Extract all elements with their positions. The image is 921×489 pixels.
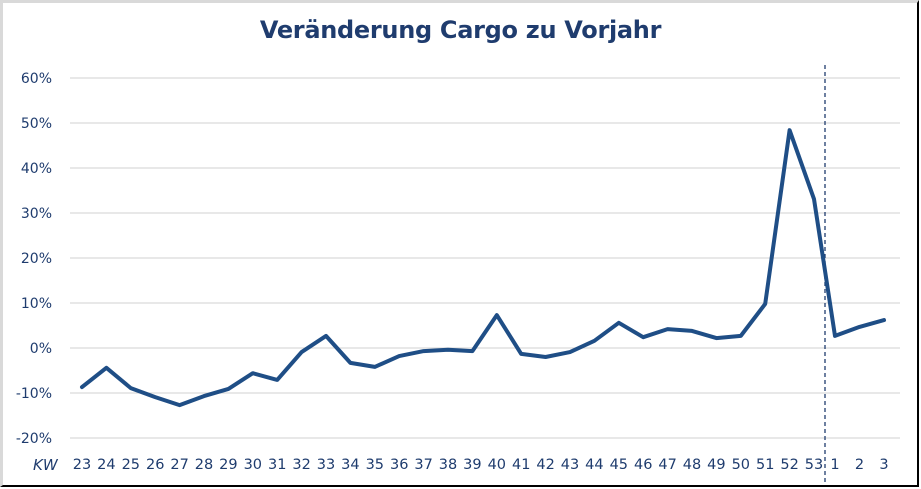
x-tick-label: 44 [585,457,603,473]
y-tick-label: -10% [16,386,52,402]
y-axis-labels: 60% 50% 40% 30% 20% 10% 0% -10% -20% [16,71,52,447]
x-axis-labels: 23 24 25 26 27 28 29 30 31 32 33 34 35 36 37 38 39 40 41 42… [73,457,889,473]
x-tick-label: 31 [268,457,286,473]
data-line [80,128,886,408]
x-tick-label: 27 [170,457,188,473]
x-tick-label: 41 [512,457,530,473]
y-tick-label: 40% [21,161,52,177]
x-tick-label: 37 [414,457,432,473]
y-tick-label: 60% [21,71,52,87]
x-tick-label: 3 [879,457,888,473]
x-tick-label: 53 [805,457,823,473]
y-tick-label: 20% [21,251,52,267]
gridlines [70,77,900,439]
x-tick-label: 28 [195,457,213,473]
x-tick-label: 50 [732,457,750,473]
y-tick-label: -20% [16,431,52,447]
x-tick-label: 23 [73,457,91,473]
x-tick-label: 34 [341,457,359,473]
x-tick-label: 1 [830,457,839,473]
x-tick-label: 48 [683,457,701,473]
x-tick-label: 43 [561,457,579,473]
x-tick-label: 40 [488,457,506,473]
x-axis-title: KW [33,456,59,474]
x-tick-label: 38 [439,457,457,473]
x-tick-label: 36 [390,457,408,473]
x-tick-label: 45 [610,457,628,473]
chart-title: Veränderung Cargo zu Vorjahr [259,16,662,44]
x-tick-label: 39 [463,457,481,473]
x-tick-label: 29 [219,457,237,473]
y-tick-label: 10% [21,296,52,312]
x-tick-label: 26 [146,457,164,473]
x-tick-label: 47 [658,457,676,473]
y-tick-label: 30% [21,206,52,222]
x-tick-label: 2 [855,457,864,473]
x-tick-label: 32 [292,457,310,473]
y-tick-label: 50% [21,116,52,132]
x-tick-label: 46 [634,457,652,473]
x-tick-label: 25 [122,457,140,473]
x-tick-label: 30 [244,457,262,473]
x-tick-label: 49 [707,457,725,473]
x-tick-label: 42 [536,457,554,473]
x-tick-label: 35 [366,457,384,473]
x-tick-label: 51 [756,457,774,473]
x-tick-label: 52 [780,457,798,473]
x-tick-label: 33 [317,457,335,473]
y-tick-label: 0% [30,341,52,357]
x-tick-label: 24 [97,457,115,473]
